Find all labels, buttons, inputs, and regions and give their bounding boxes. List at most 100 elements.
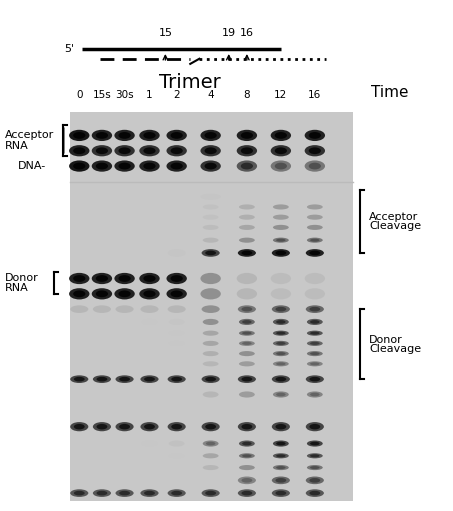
Ellipse shape [200, 160, 221, 172]
Ellipse shape [239, 204, 255, 210]
Ellipse shape [143, 275, 156, 282]
Ellipse shape [310, 342, 320, 345]
Ellipse shape [307, 215, 323, 220]
Ellipse shape [202, 305, 220, 313]
Ellipse shape [205, 147, 217, 154]
Ellipse shape [202, 422, 220, 431]
Ellipse shape [171, 147, 183, 154]
Ellipse shape [236, 273, 257, 284]
Ellipse shape [169, 440, 185, 447]
Ellipse shape [273, 465, 289, 470]
Text: Acceptor: Acceptor [5, 130, 54, 141]
Ellipse shape [96, 162, 108, 170]
Ellipse shape [205, 250, 216, 256]
Ellipse shape [242, 442, 252, 446]
Ellipse shape [169, 341, 185, 346]
Ellipse shape [239, 319, 255, 325]
Ellipse shape [143, 147, 156, 154]
Ellipse shape [200, 145, 221, 156]
Ellipse shape [307, 440, 323, 447]
Ellipse shape [276, 392, 286, 397]
Ellipse shape [309, 478, 320, 482]
Ellipse shape [310, 239, 320, 242]
Text: Donor: Donor [5, 273, 39, 284]
Ellipse shape [143, 132, 156, 139]
Ellipse shape [169, 453, 185, 458]
Ellipse shape [205, 424, 216, 429]
Ellipse shape [200, 288, 221, 299]
Ellipse shape [309, 250, 320, 256]
Ellipse shape [96, 424, 107, 429]
Ellipse shape [241, 424, 252, 429]
Ellipse shape [236, 160, 257, 172]
Ellipse shape [73, 290, 85, 297]
Ellipse shape [169, 465, 185, 470]
Ellipse shape [304, 145, 325, 156]
Ellipse shape [203, 453, 219, 458]
Ellipse shape [304, 130, 325, 141]
Ellipse shape [272, 422, 290, 431]
Ellipse shape [310, 320, 320, 324]
Ellipse shape [140, 305, 159, 313]
Ellipse shape [169, 331, 185, 336]
Ellipse shape [206, 442, 216, 446]
Ellipse shape [143, 162, 156, 170]
Ellipse shape [236, 288, 257, 299]
Ellipse shape [115, 288, 135, 299]
Ellipse shape [70, 305, 88, 313]
Ellipse shape [96, 491, 107, 496]
Ellipse shape [70, 490, 88, 497]
Ellipse shape [238, 305, 256, 313]
Ellipse shape [96, 132, 108, 139]
Ellipse shape [242, 342, 252, 345]
Ellipse shape [236, 145, 257, 156]
Text: 16: 16 [240, 28, 254, 38]
Ellipse shape [116, 375, 134, 383]
Text: RNA: RNA [5, 283, 28, 293]
Ellipse shape [203, 465, 219, 470]
Ellipse shape [141, 440, 158, 447]
Ellipse shape [273, 341, 289, 346]
Ellipse shape [307, 225, 323, 230]
Ellipse shape [141, 341, 158, 346]
Ellipse shape [93, 490, 111, 497]
Text: 19: 19 [222, 28, 236, 38]
Ellipse shape [171, 290, 183, 297]
Ellipse shape [203, 440, 219, 447]
Ellipse shape [272, 305, 290, 313]
Ellipse shape [205, 162, 217, 170]
Ellipse shape [140, 288, 160, 299]
Ellipse shape [171, 377, 182, 381]
Ellipse shape [171, 275, 183, 282]
Ellipse shape [168, 249, 186, 257]
Ellipse shape [144, 377, 155, 381]
Ellipse shape [167, 130, 187, 141]
Text: Trimer: Trimer [159, 73, 221, 92]
Ellipse shape [140, 130, 160, 141]
Text: 5': 5' [65, 43, 75, 54]
Ellipse shape [168, 375, 186, 383]
Ellipse shape [96, 290, 108, 297]
Ellipse shape [168, 305, 186, 313]
Ellipse shape [203, 238, 219, 243]
Ellipse shape [200, 194, 221, 200]
Ellipse shape [238, 249, 256, 257]
Ellipse shape [169, 351, 185, 356]
Ellipse shape [275, 132, 287, 139]
Ellipse shape [241, 307, 252, 311]
Ellipse shape [236, 130, 257, 141]
Ellipse shape [273, 361, 289, 366]
Ellipse shape [119, 147, 131, 154]
Ellipse shape [200, 130, 221, 141]
Ellipse shape [304, 273, 325, 284]
Ellipse shape [70, 375, 88, 383]
Text: 16: 16 [308, 89, 322, 100]
Ellipse shape [241, 491, 252, 496]
Ellipse shape [203, 331, 219, 336]
Ellipse shape [96, 377, 107, 381]
Ellipse shape [167, 160, 187, 172]
Ellipse shape [169, 391, 185, 398]
Ellipse shape [119, 162, 131, 170]
Ellipse shape [119, 491, 130, 496]
Text: Cleavage: Cleavage [369, 221, 421, 231]
